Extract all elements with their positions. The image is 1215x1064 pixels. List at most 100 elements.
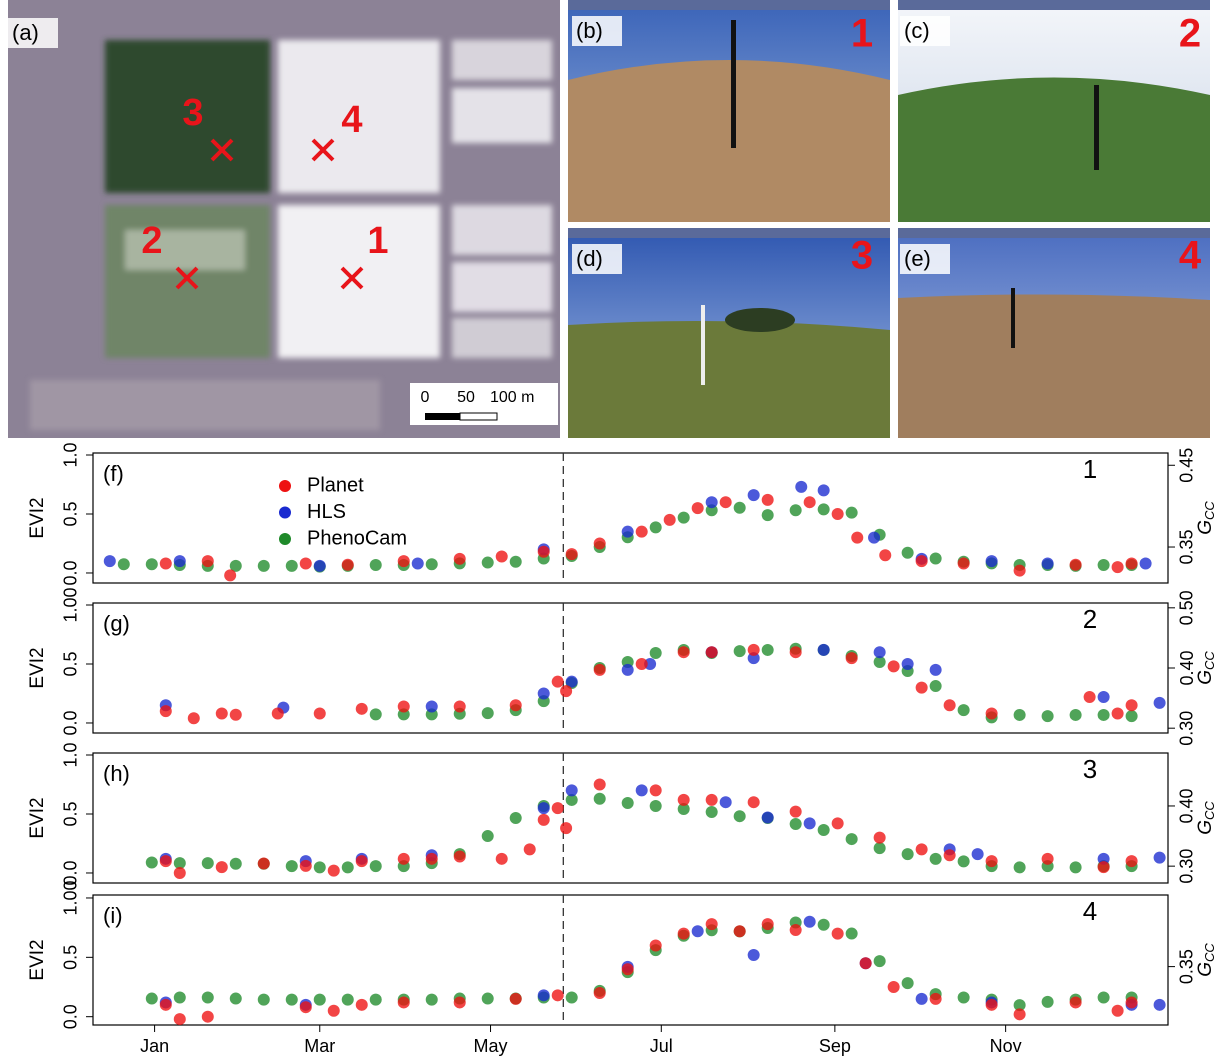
label-box <box>572 16 622 46</box>
pole <box>1011 288 1015 348</box>
point <box>313 559 326 572</box>
y2-axis-label-main: G <box>1195 670 1215 685</box>
point <box>271 707 284 720</box>
point <box>761 918 774 931</box>
point <box>957 991 970 1004</box>
site-label: 2 <box>1179 12 1201 56</box>
point <box>299 1001 312 1014</box>
point <box>537 687 550 700</box>
point <box>789 818 802 831</box>
point <box>257 559 270 572</box>
y2-axis-label-sub: CC <box>1202 943 1215 962</box>
point <box>663 513 676 526</box>
photo <box>898 228 1210 438</box>
point <box>397 555 410 568</box>
point <box>341 861 354 874</box>
point <box>1069 708 1082 721</box>
patch <box>30 380 380 430</box>
point <box>1041 852 1054 865</box>
camera-banner <box>568 228 890 238</box>
point <box>481 830 494 843</box>
point <box>1069 558 1082 571</box>
point <box>887 981 900 994</box>
point <box>817 484 830 497</box>
point <box>733 810 746 823</box>
point <box>369 708 382 721</box>
point <box>985 555 998 568</box>
legend-label: PhenoCam <box>307 527 407 549</box>
point <box>145 992 158 1005</box>
point <box>817 824 830 837</box>
point <box>691 925 704 938</box>
pole <box>1094 85 1099 170</box>
point <box>201 991 214 1004</box>
site-marker <box>311 138 335 162</box>
point <box>327 864 340 877</box>
legend-marker <box>279 506 291 519</box>
point <box>859 957 872 970</box>
point <box>705 793 718 806</box>
panel-label: (e) <box>904 246 931 271</box>
point <box>873 655 886 668</box>
point <box>635 525 648 538</box>
point <box>1069 861 1082 874</box>
y2-axis-label: GCC <box>1195 943 1215 977</box>
y-tick-label: 0.0 <box>61 560 81 585</box>
point <box>341 993 354 1006</box>
panel-label: (i) <box>103 903 123 928</box>
point <box>851 531 864 544</box>
point <box>845 927 858 940</box>
legend-label: Planet <box>307 474 364 496</box>
y-tick-label: 1.00 <box>61 587 81 622</box>
scale-bar <box>425 413 460 420</box>
point <box>915 681 928 694</box>
field-patch <box>125 230 245 270</box>
y-tick-label: 0.5 <box>61 501 81 526</box>
x-tick-label: Mar <box>304 1036 335 1056</box>
x-tick-label: Jul <box>650 1036 673 1056</box>
pole <box>731 20 736 148</box>
field <box>105 205 270 358</box>
y2-axis-label-sub: CC <box>1202 801 1215 820</box>
point <box>677 646 690 659</box>
y-tick-label: 0.0 <box>61 710 81 735</box>
y-tick-label: 0.5 <box>61 651 81 676</box>
point <box>551 989 564 1002</box>
point <box>915 555 928 568</box>
y2-axis-label: GCC <box>1195 501 1215 535</box>
point <box>747 652 760 665</box>
point <box>873 842 886 855</box>
point <box>1125 996 1138 1009</box>
point <box>509 992 522 1005</box>
field <box>278 205 440 358</box>
point <box>215 861 228 874</box>
point <box>789 504 802 517</box>
y-tick-label: 0.5 <box>61 801 81 826</box>
point <box>313 861 326 874</box>
point <box>215 707 228 720</box>
point <box>327 1004 340 1017</box>
point <box>173 555 186 568</box>
y2-axis-label-main: G <box>1195 520 1215 535</box>
point <box>845 652 858 665</box>
point <box>621 525 634 538</box>
point <box>593 537 606 550</box>
y2-tick-label: 0.35 <box>1177 530 1197 565</box>
point <box>621 663 634 676</box>
point <box>705 805 718 818</box>
point <box>1097 852 1110 865</box>
site-label: 2 <box>141 220 162 262</box>
point <box>509 555 522 568</box>
point <box>649 521 662 534</box>
point <box>369 993 382 1006</box>
point <box>1153 851 1166 864</box>
point <box>565 991 578 1004</box>
plot <box>452 88 552 143</box>
point <box>803 915 816 928</box>
point <box>733 645 746 658</box>
point <box>397 700 410 713</box>
legend-marker <box>279 533 291 545</box>
scale-label: 0 <box>421 389 430 406</box>
panel-label: (b) <box>576 18 603 43</box>
point <box>145 558 158 571</box>
